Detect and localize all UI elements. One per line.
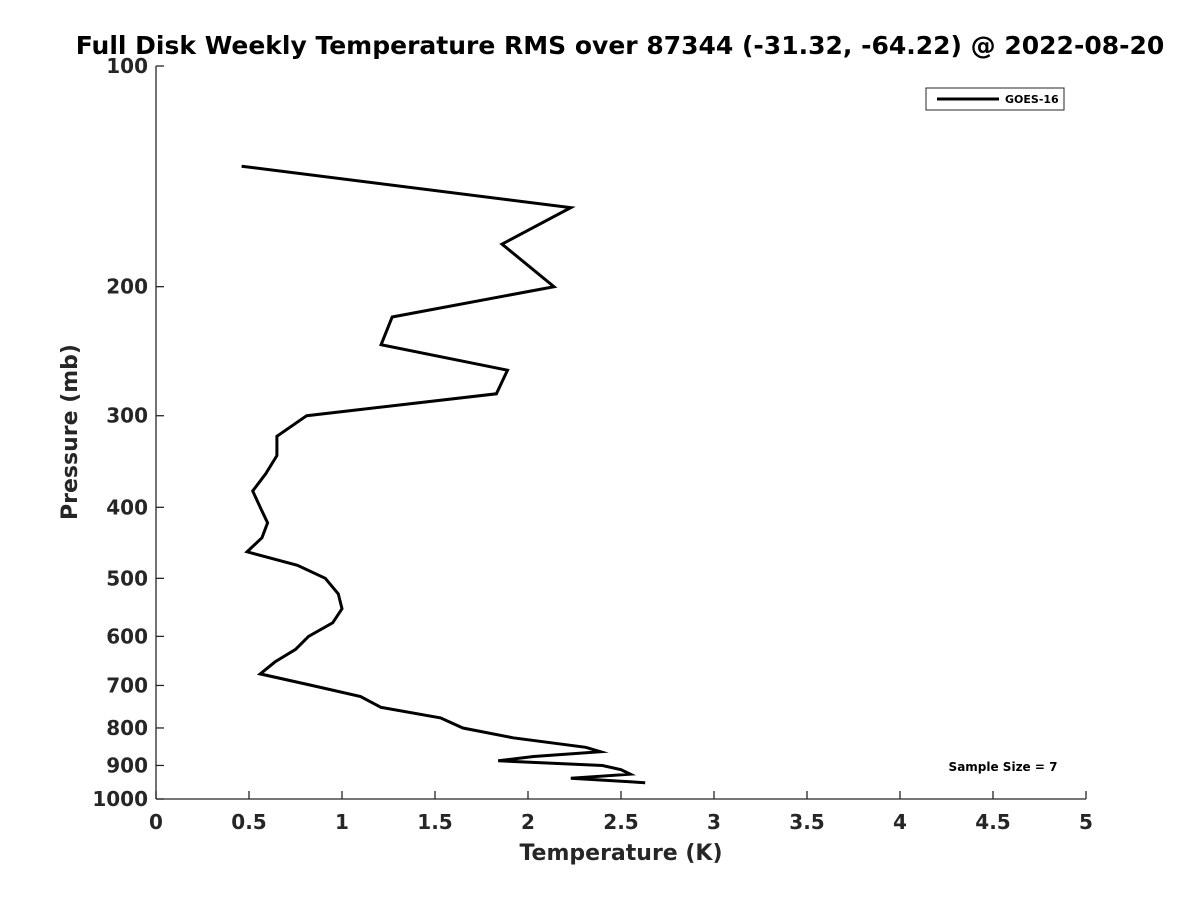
x-tick-label: 0 bbox=[149, 810, 163, 834]
y-tick-label: 900 bbox=[106, 753, 148, 777]
y-tick-label: 500 bbox=[106, 566, 148, 590]
y-tick-label: 200 bbox=[106, 275, 148, 299]
x-axis-label: Temperature (K) bbox=[519, 841, 722, 866]
chart-title: Full Disk Weekly Temperature RMS over 87… bbox=[76, 31, 1165, 60]
x-tick-label: 3 bbox=[707, 810, 721, 834]
legend-label: GOES-16 bbox=[1005, 93, 1059, 106]
y-tick-label: 300 bbox=[106, 404, 148, 428]
sample-size-annotation: Sample Size = 7 bbox=[949, 760, 1058, 774]
x-tick-label: 1 bbox=[335, 810, 349, 834]
x-tick-label: 1.5 bbox=[417, 810, 452, 834]
x-tick-label: 2.5 bbox=[603, 810, 638, 834]
y-tick-label: 600 bbox=[106, 624, 148, 648]
y-ticks: 100 200 300 400 500 600 700 800 900 1000 bbox=[92, 54, 164, 811]
x-tick-label: 4.5 bbox=[975, 810, 1010, 834]
x-tick-label: 3.5 bbox=[789, 810, 824, 834]
x-ticks: 0 0.5 1 1.5 2 2.5 3 3.5 4 4.5 5 bbox=[149, 791, 1093, 834]
x-tick-label: 4 bbox=[893, 810, 907, 834]
y-tick-label: 400 bbox=[106, 495, 148, 519]
series-line-goes-16 bbox=[241, 164, 646, 785]
y-tick-label: 1000 bbox=[92, 787, 148, 811]
x-tick-label: 2 bbox=[521, 810, 535, 834]
y-tick-label: 800 bbox=[106, 716, 148, 740]
x-tick-label: 5 bbox=[1079, 810, 1093, 834]
legend: GOES-16 bbox=[925, 87, 1065, 111]
y-axis-label: Pressure (mb) bbox=[58, 344, 83, 520]
y-tick-label: 700 bbox=[106, 673, 148, 697]
series-layer bbox=[241, 164, 646, 785]
x-tick-label: 0.5 bbox=[231, 810, 266, 834]
y-tick-label: 100 bbox=[106, 54, 148, 78]
